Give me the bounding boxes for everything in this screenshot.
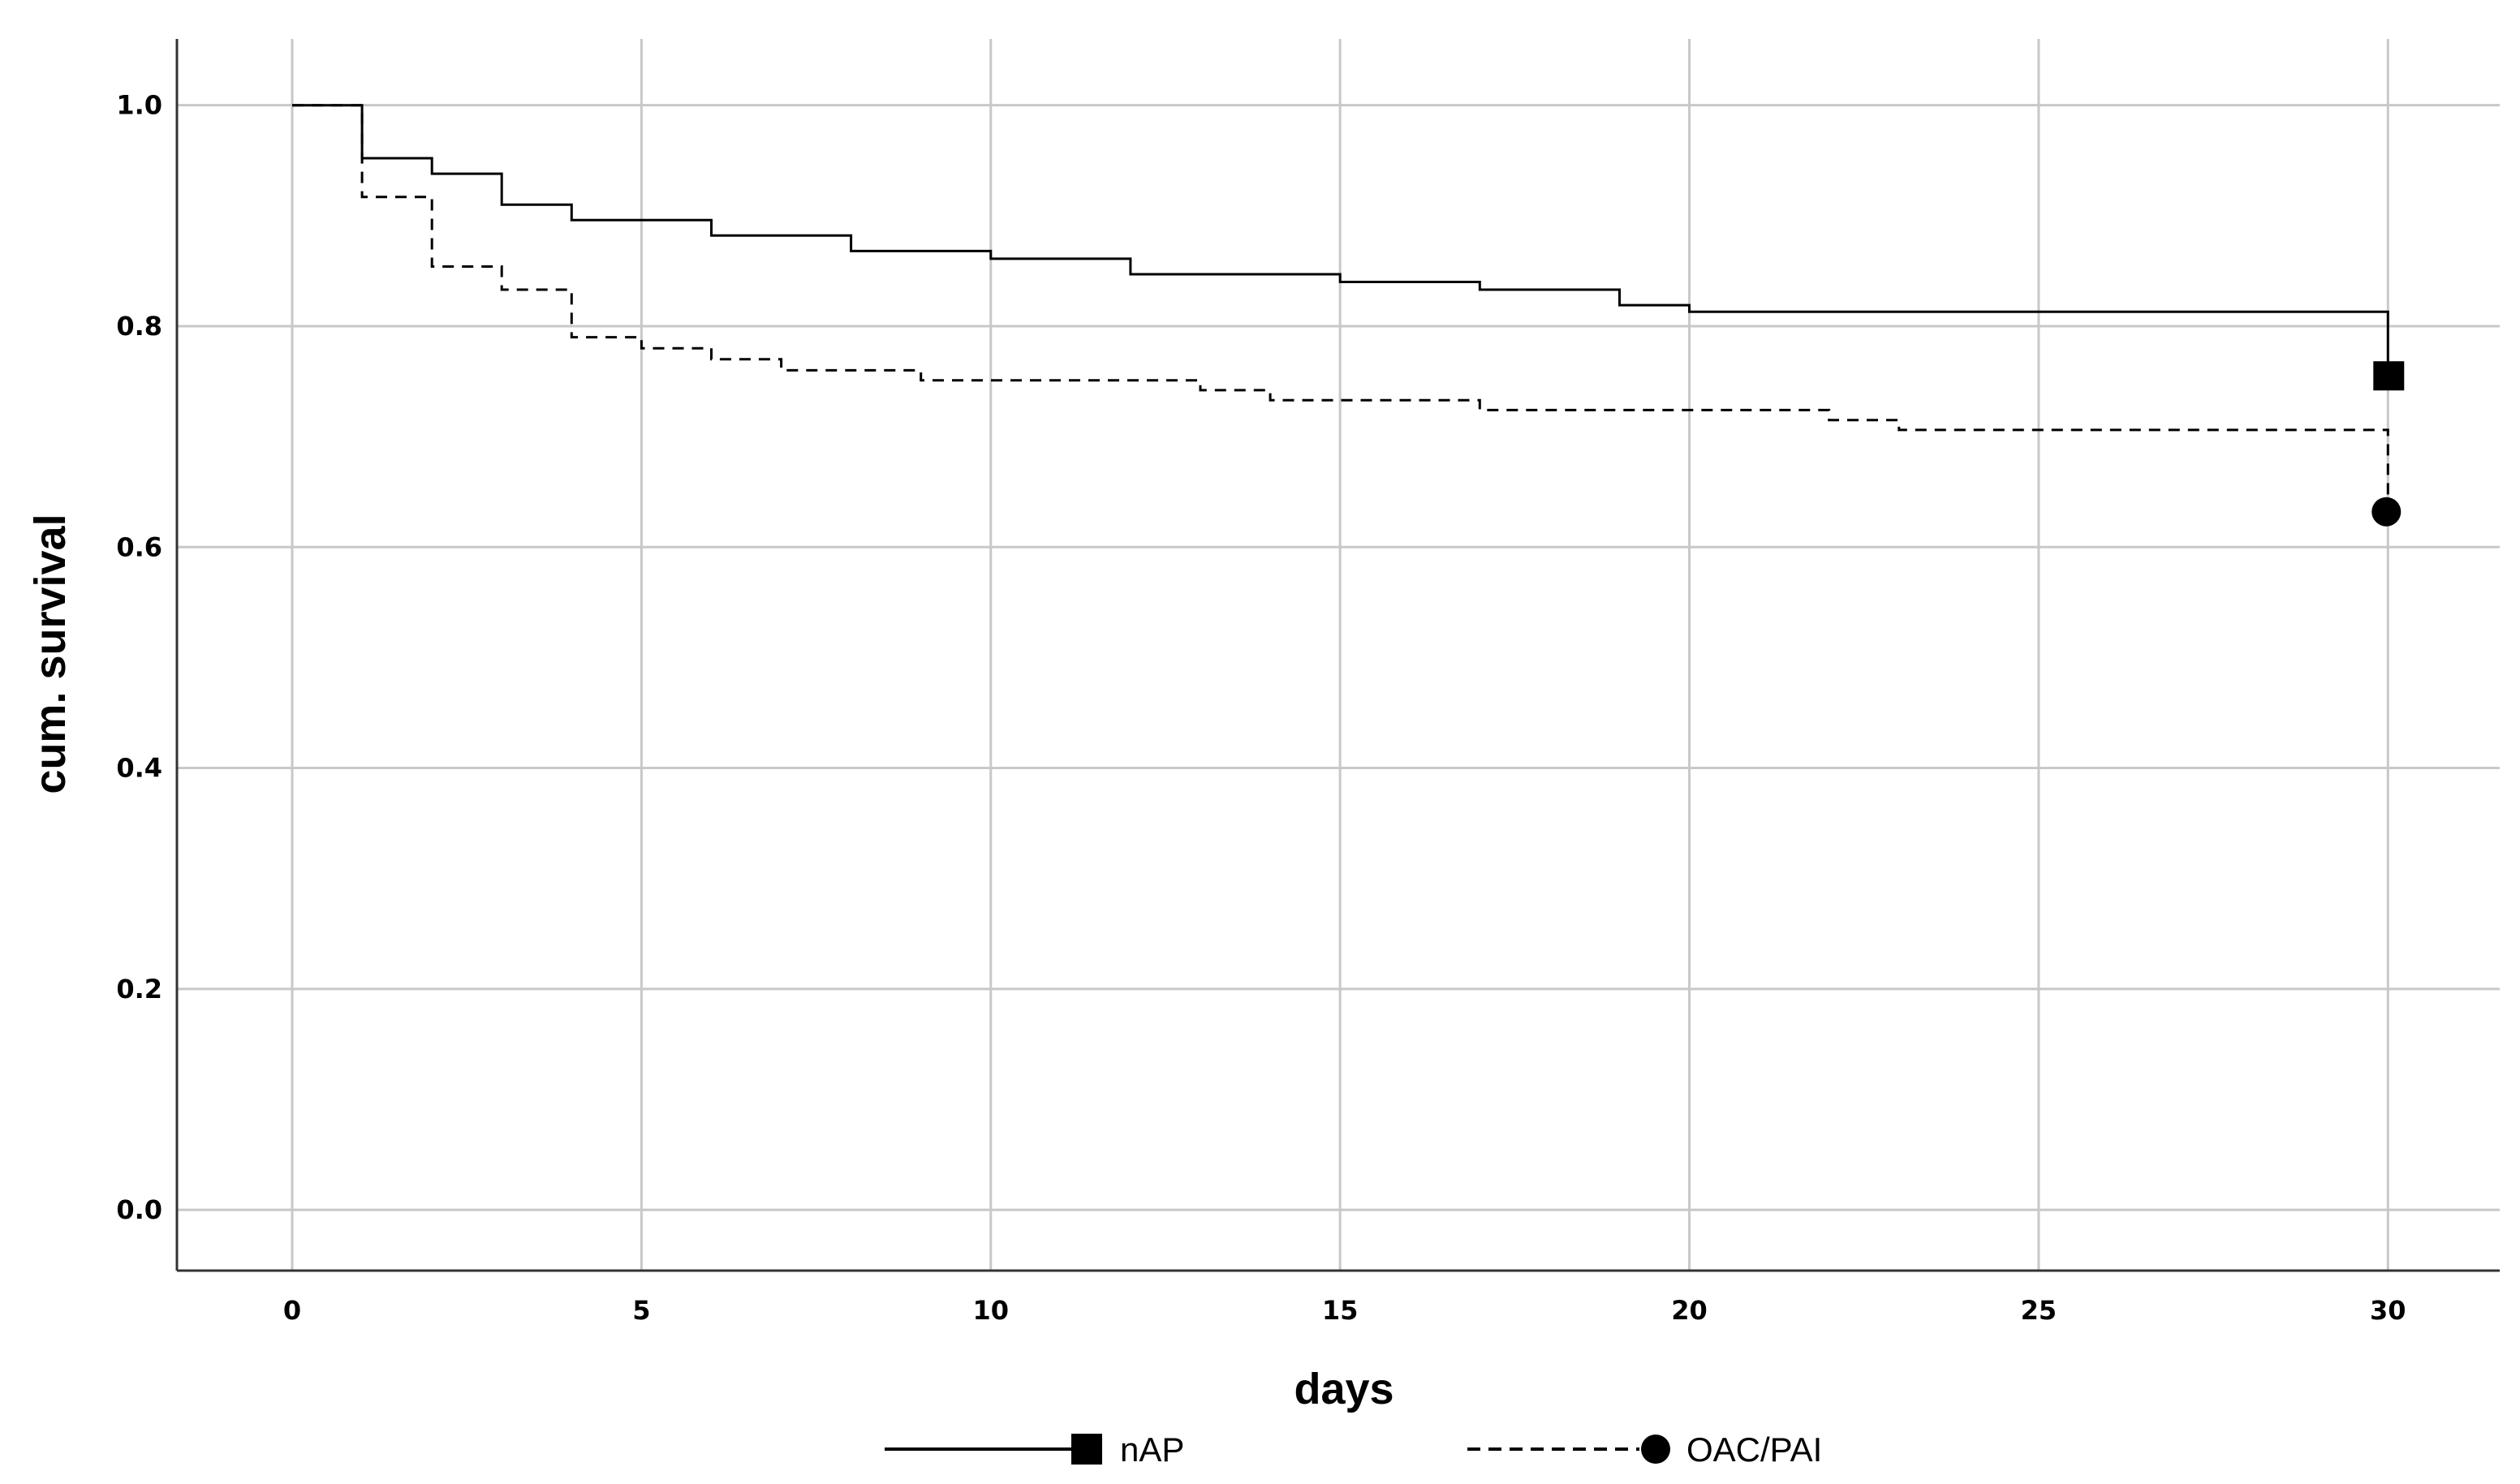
axes xyxy=(175,39,2500,1272)
x-tick-label-3: 15 xyxy=(1322,1295,1359,1326)
y-tick-label-0: 0.0 xyxy=(116,1194,162,1225)
series-layer xyxy=(292,104,2389,512)
legend-label-oac-pai: OAC/PAI xyxy=(1686,1430,1822,1469)
y-tick-labels: 0.0 0.2 0.4 0.6 0.8 1.0 xyxy=(116,90,162,1225)
legend: nAP OAC/PAI xyxy=(885,1430,1822,1469)
x-gridlines xyxy=(291,39,2389,1271)
x-tick-label-4: 20 xyxy=(1671,1295,1708,1326)
legend-circle-marker xyxy=(1641,1435,1670,1464)
x-tick-label-5: 25 xyxy=(2021,1295,2057,1326)
legend-label-nap: nAP xyxy=(1120,1430,1184,1469)
y-gridlines xyxy=(177,104,2500,1211)
legend-item-nap: nAP xyxy=(885,1430,1184,1469)
x-tick-label-0: 0 xyxy=(283,1295,301,1326)
x-tick-label-1: 5 xyxy=(632,1295,650,1326)
y-axis-title: cum. survival xyxy=(26,514,75,794)
y-tick-label-1: 0.2 xyxy=(116,974,162,1004)
y-tick-label-2: 0.4 xyxy=(116,753,162,784)
x-tick-label-2: 10 xyxy=(973,1295,1010,1326)
x-axis-title: days xyxy=(1294,1365,1394,1413)
y-tick-label-3: 0.6 xyxy=(116,531,162,562)
y-tick-label-5: 1.0 xyxy=(116,90,162,121)
series-end-markers xyxy=(2371,361,2405,527)
series-line-nap xyxy=(292,104,2389,376)
x-tick-labels: 0 5 10 15 20 25 30 xyxy=(283,1295,2406,1326)
y-tick-label-4: 0.8 xyxy=(116,311,162,342)
marker-circle-oac-pai xyxy=(2371,497,2402,527)
marker-square-nap xyxy=(2373,361,2405,391)
x-tick-label-6: 30 xyxy=(2370,1295,2406,1326)
legend-square-marker xyxy=(1071,1434,1102,1465)
legend-item-oac-pai: OAC/PAI xyxy=(1467,1430,1822,1469)
